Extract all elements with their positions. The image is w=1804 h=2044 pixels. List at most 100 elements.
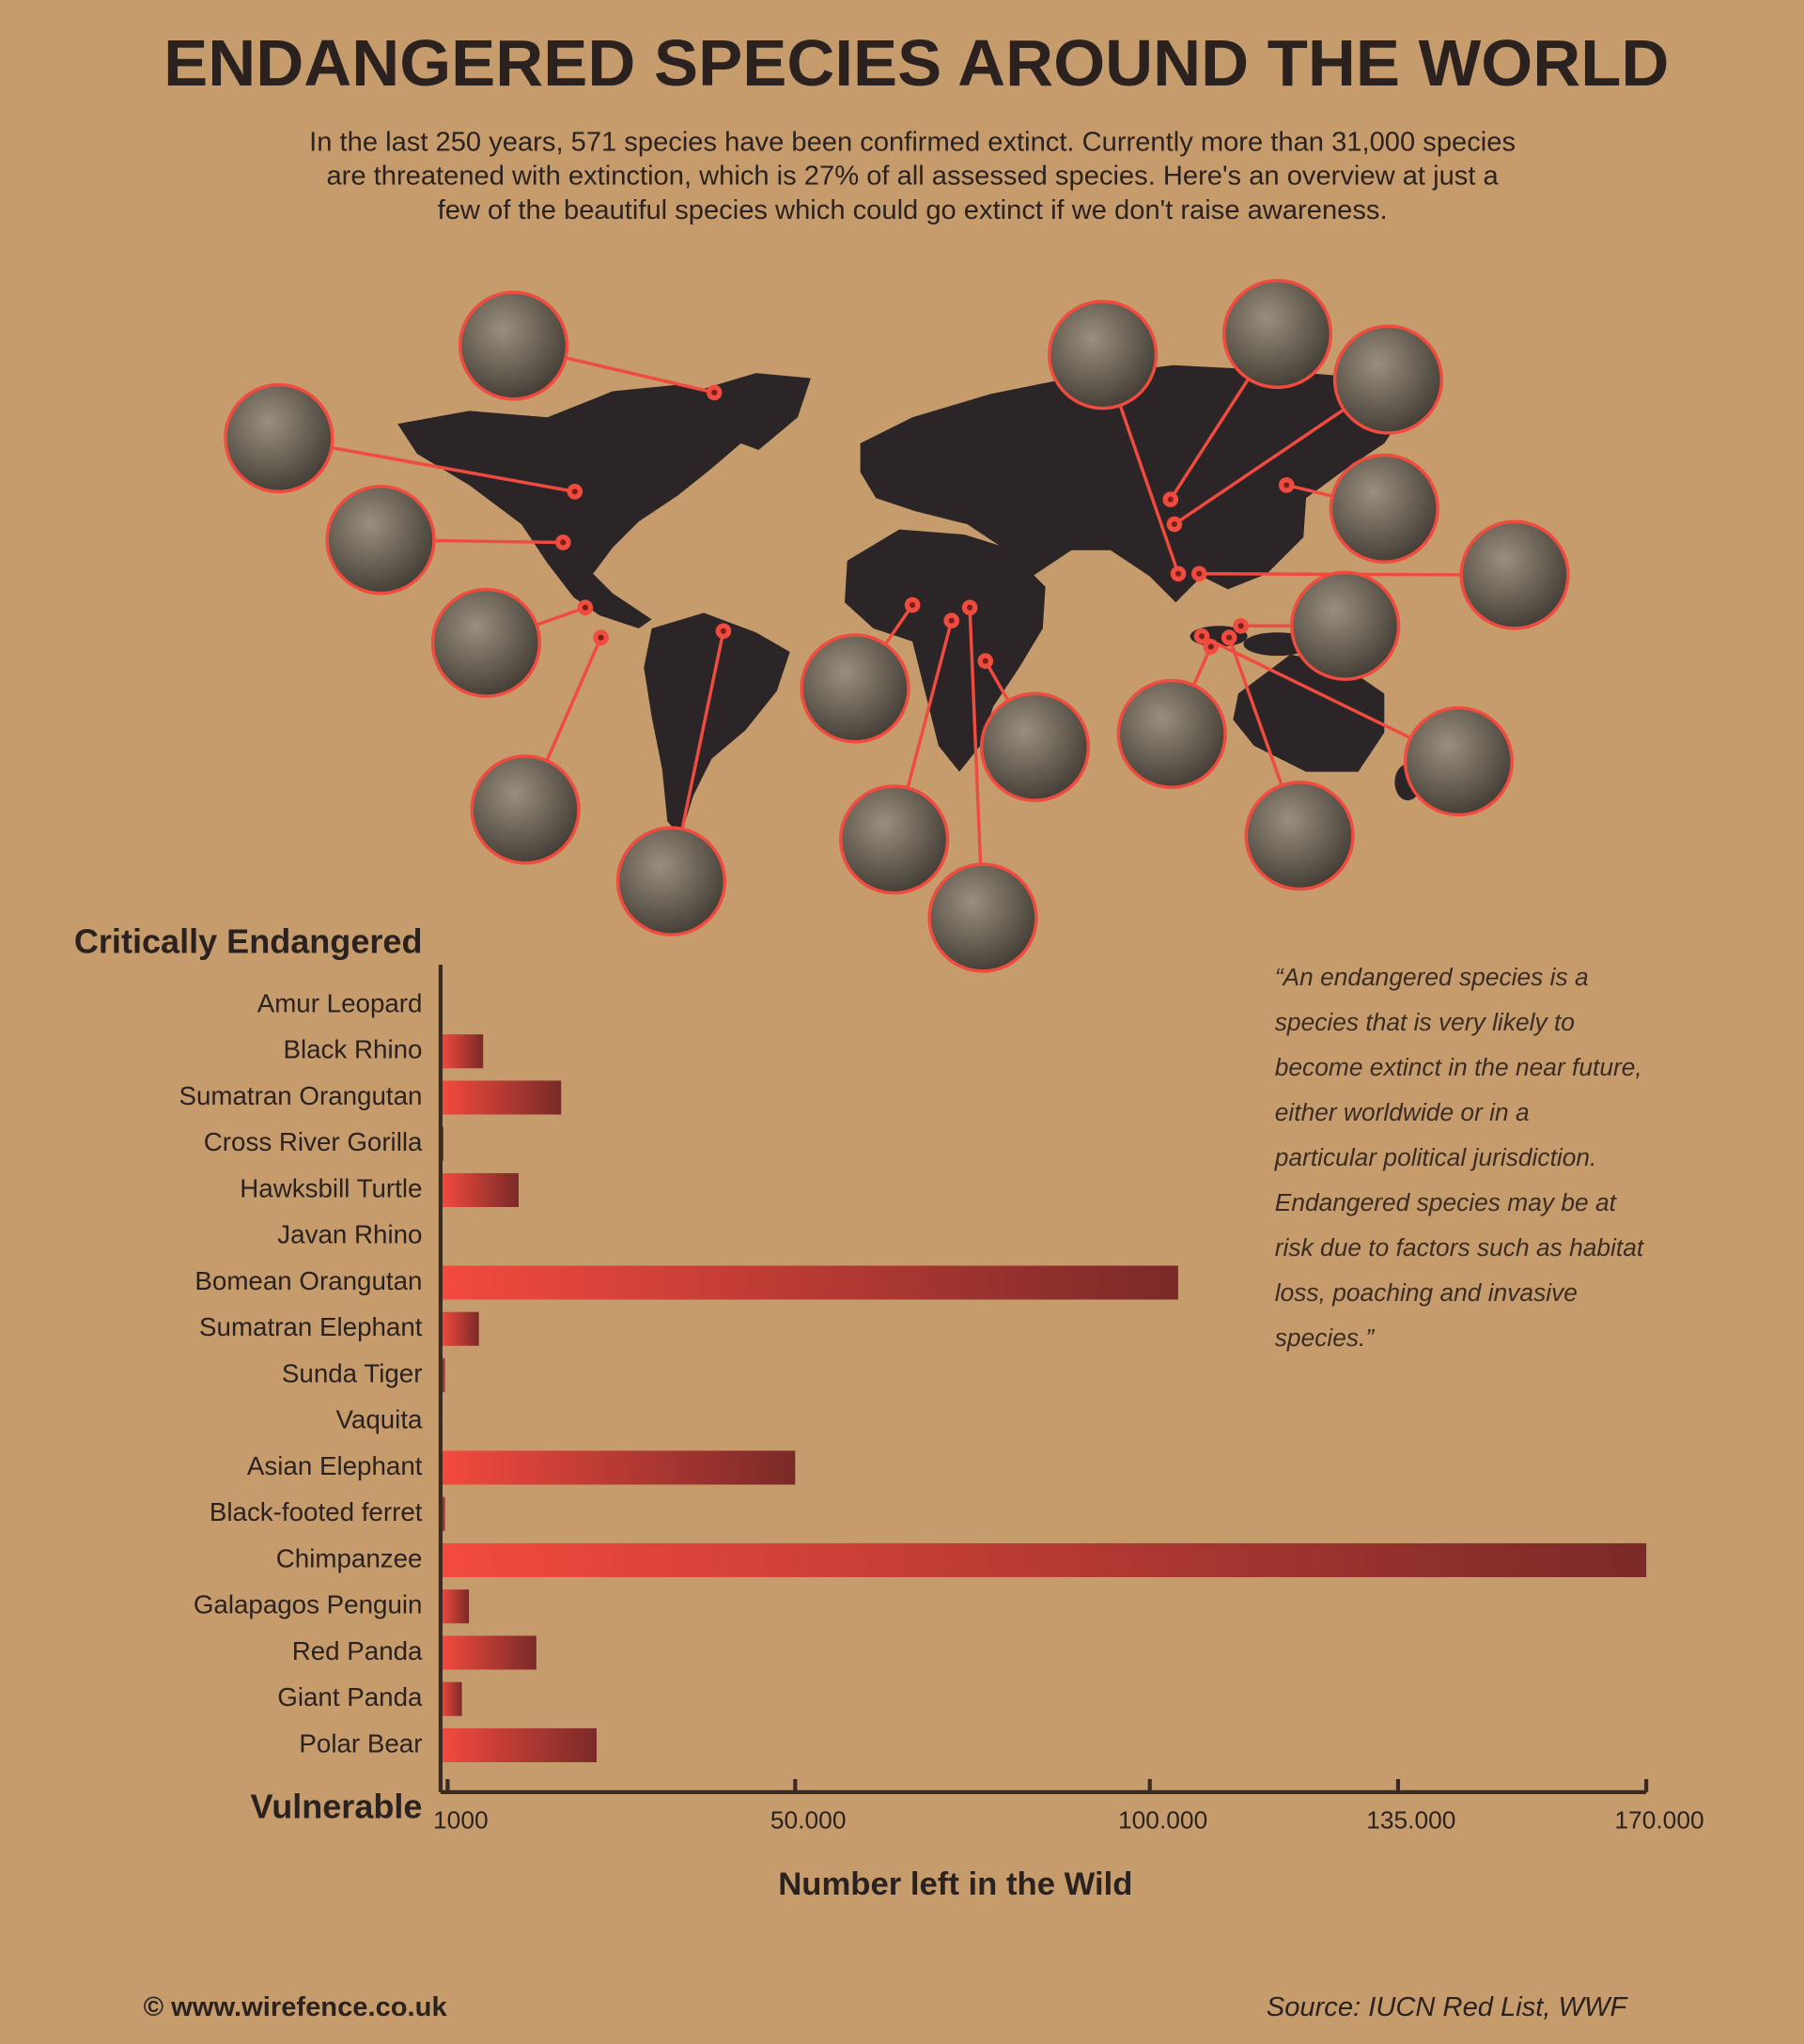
pin-dot-center (1171, 521, 1177, 528)
pin-dot-center (982, 658, 988, 664)
category-label: Vaquita (335, 1405, 423, 1434)
x-axis-label: Number left in the Wild (778, 1866, 1132, 1902)
bar (440, 1727, 597, 1762)
category-label: Javan Rhino (277, 1220, 422, 1249)
pin-dot-center (571, 488, 578, 495)
bar (440, 1450, 796, 1485)
bar (440, 1357, 445, 1392)
species-photo (430, 587, 542, 698)
species-photo (615, 826, 727, 937)
subtitle-line: In the last 250 years, 571 species have … (309, 128, 1516, 158)
species-photo (470, 754, 581, 865)
x-tick-label: 100.000 (1118, 1806, 1207, 1835)
pin-dot-center (582, 604, 588, 611)
category-label: Black Rhino (283, 1035, 422, 1064)
category-label: Asian Elephant (247, 1451, 423, 1480)
bar (440, 1589, 470, 1624)
pin-dot-center (910, 602, 916, 609)
pin-dot-center (720, 627, 726, 634)
category-label: Giant Panda (277, 1682, 423, 1711)
quote-line: species that is very likely to (1275, 1008, 1575, 1036)
pin-dot-center (1283, 482, 1290, 488)
bar (440, 1080, 562, 1115)
x-tick-label: 50.000 (770, 1806, 847, 1835)
pin-dot-center (1226, 634, 1233, 641)
quote-line: risk due to factors such as habitat (1275, 1233, 1645, 1262)
species-photo (839, 784, 950, 895)
species-photo (1290, 570, 1401, 681)
species-photo (927, 862, 1038, 973)
species-photo (979, 691, 1091, 802)
category-label: Sumatran Orangutan (179, 1081, 422, 1110)
pin-dot-center (948, 617, 955, 624)
south-america (644, 612, 790, 838)
category-label: Red Panda (292, 1636, 423, 1665)
pin-dot-center (711, 389, 718, 395)
species-photo (1459, 519, 1570, 630)
pin-dot-center (598, 634, 604, 641)
bar (440, 1311, 479, 1346)
bar (440, 1635, 537, 1670)
pin-dot-center (560, 539, 567, 546)
quote-line: either worldwide or in a (1275, 1098, 1530, 1126)
species-photo (325, 485, 436, 596)
pin-dot-center (1167, 496, 1174, 503)
category-label: Bomean Orangutan (194, 1266, 422, 1295)
greenland (704, 373, 811, 450)
species-photo (800, 633, 910, 744)
category-label: Galapagos Penguin (194, 1590, 423, 1619)
quote-line: loss, poaching and invasive (1275, 1278, 1578, 1307)
species-photo (1221, 278, 1333, 390)
bar (440, 1034, 484, 1069)
species-photo (458, 290, 569, 401)
species-photo (1048, 300, 1159, 410)
quote-line: Endangered species may be at (1275, 1188, 1618, 1216)
eurasia (860, 364, 1411, 603)
bar (440, 1681, 462, 1716)
x-tick-label: 135.000 (1366, 1806, 1455, 1835)
category-label: Sunda Tiger (282, 1358, 423, 1387)
quote: “An endangered species is a species that … (1274, 963, 1645, 1352)
pin-dot-center (1199, 633, 1205, 640)
species-photo (1329, 453, 1439, 565)
pin-dot-center (1207, 643, 1214, 650)
bar (440, 1496, 445, 1531)
quote-line: “An endangered species is a (1275, 963, 1589, 991)
subtitle-line: are threatened with extinction, which is… (326, 162, 1499, 192)
x-tick-label: 1000 (433, 1806, 489, 1835)
top-label: Critically Endangered (74, 921, 423, 960)
island (1293, 434, 1314, 492)
pin-dot-center (1237, 623, 1244, 629)
category-label: Hawksbill Turtle (240, 1173, 422, 1202)
bar (440, 1542, 1647, 1577)
quote-line: become extinct in the near future, (1275, 1053, 1642, 1081)
category-label: Black-footed ferret (210, 1497, 423, 1526)
species-pins (224, 278, 1570, 973)
species-photo (1332, 324, 1444, 435)
species-photo (224, 382, 334, 494)
bar (440, 1265, 1178, 1300)
source: Source: IUCN Red List, WWF (1267, 1992, 1629, 2022)
bar (440, 1172, 519, 1207)
australia (1233, 654, 1385, 772)
credit: © www.wirefence.co.uk (144, 1992, 448, 2022)
pin-dot-center (967, 604, 973, 611)
quote-line: species.” (1275, 1324, 1376, 1352)
x-tick-label: 170.000 (1614, 1806, 1703, 1835)
north-america (397, 384, 756, 629)
species-photo (1244, 781, 1355, 891)
quote-line: particular political jurisdiction. (1274, 1143, 1597, 1171)
species-photo (1403, 705, 1514, 817)
pin-dot-center (1175, 570, 1182, 577)
category-label: Chimpanzee (276, 1543, 423, 1572)
species-photo (1116, 678, 1227, 790)
pin-dot-center (1196, 570, 1203, 577)
category-label: Amur Leopard (257, 988, 423, 1017)
bottom-label: Vulnerable (251, 1787, 423, 1825)
subtitle-line: few of the beautiful species which could… (438, 195, 1388, 225)
category-label: Sumatran Elephant (199, 1312, 423, 1341)
